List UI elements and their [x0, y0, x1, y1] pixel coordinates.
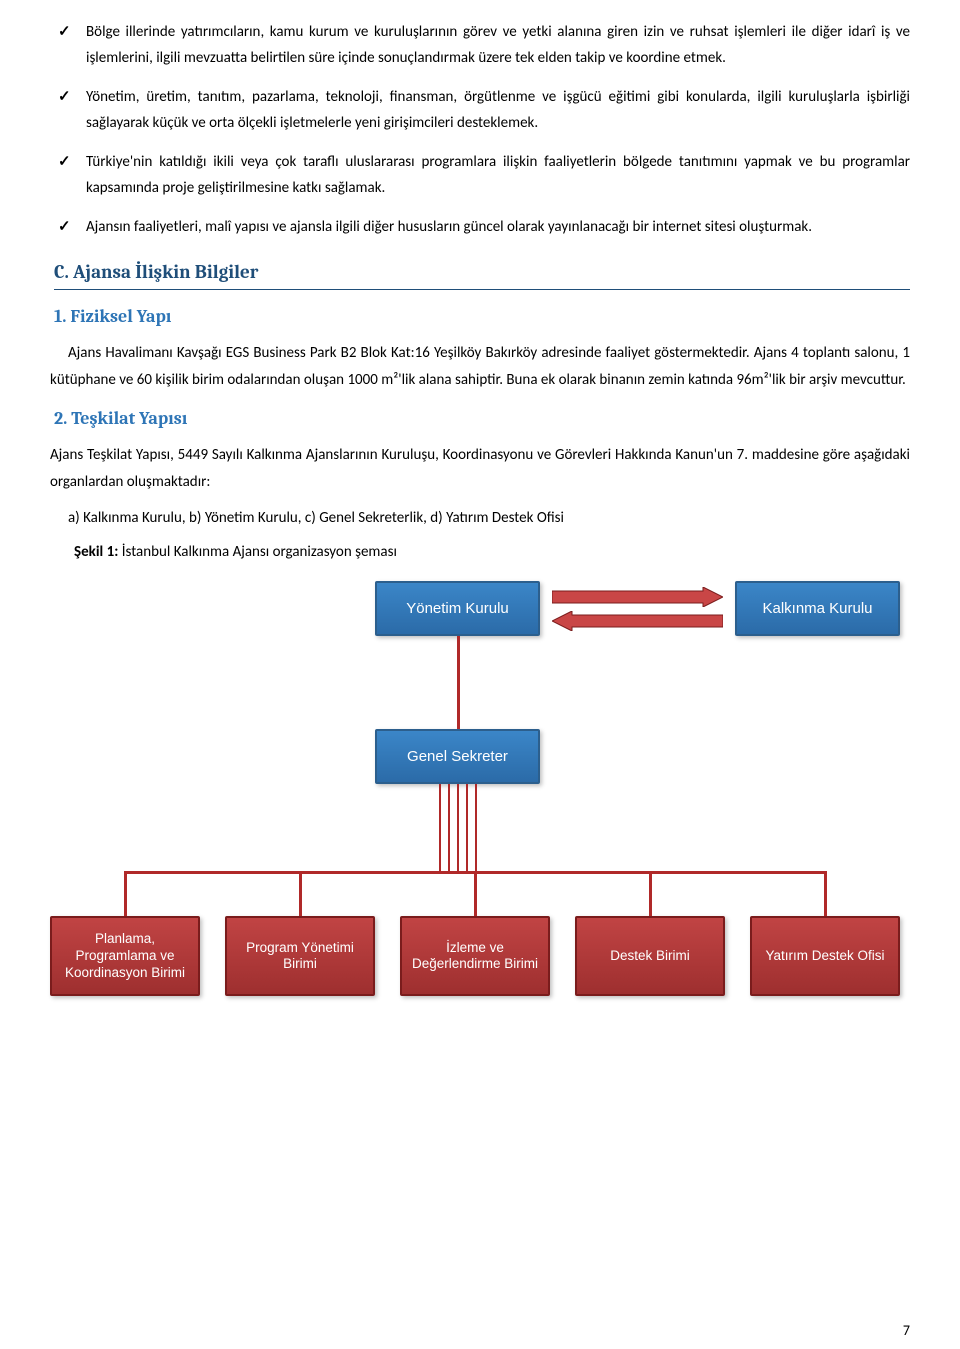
connector [299, 871, 302, 916]
heading-sub-2: 2. Teşkilat Yapısı [54, 406, 910, 432]
connector [124, 871, 127, 916]
org-node: Kalkınma Kurulu [735, 581, 900, 636]
paragraph-teskilat-2: a) Kalkınma Kurulu, b) Yönetim Kurulu, c… [50, 506, 910, 532]
figure-caption-text: İstanbul Kalkınma Ajansı organizasyon şe… [118, 543, 397, 561]
arrow-left-icon [552, 611, 723, 639]
figure-caption-bold: Şekil 1: [74, 543, 118, 561]
bullet-item: Bölge illerinde yatırımcıların, kamu kur… [86, 20, 910, 71]
page-number: 7 [903, 1321, 910, 1341]
org-node: Genel Sekreter [375, 729, 540, 784]
connector [457, 784, 459, 871]
org-node: Yönetim Kurulu [375, 581, 540, 636]
org-node: Program Yönetimi Birimi [225, 916, 375, 996]
connector [439, 784, 441, 871]
bullet-item: Ajansın faaliyetleri, malî yapısı ve aja… [86, 215, 910, 241]
connector [457, 636, 460, 729]
connector [474, 871, 477, 916]
org-node: Planlama, Programlama ve Koordinasyon Bi… [50, 916, 200, 996]
bullet-item: Yönetim, üretim, tanıtım, pazarlama, tek… [86, 85, 910, 136]
bullet-item: Türkiye'nin katıldığı ikili veya çok tar… [86, 150, 910, 201]
heading-sub-1: 1. Fiziksel Yapı [54, 304, 910, 330]
figure-caption: Şekil 1: İstanbul Kalkınma Ajansı organi… [50, 542, 910, 564]
paragraph-teskilat-1: Ajans Teşkilat Yapısı, 5449 Sayılı Kalkı… [50, 442, 910, 496]
org-node: Destek Birimi [575, 916, 725, 996]
org-node: Yatırım Destek Ofisi [750, 916, 900, 996]
org-node: İzleme ve Değerlendirme Birimi [400, 916, 550, 996]
connector [649, 871, 652, 916]
bullet-list: Bölge illerinde yatırımcıların, kamu kur… [50, 20, 910, 241]
connector [466, 784, 468, 871]
heading-c: C. Ajansa İlişkin Bilgiler [54, 259, 910, 291]
paragraph-fiziksel: Ajans Havalimanı Kavşağı EGS Business Pa… [50, 340, 910, 394]
connector [824, 871, 827, 916]
connector [448, 784, 450, 871]
org-chart: Yönetim Kurulu Kalkınma Kurulu Genel Sekre… [50, 581, 910, 1021]
connector [475, 784, 477, 871]
